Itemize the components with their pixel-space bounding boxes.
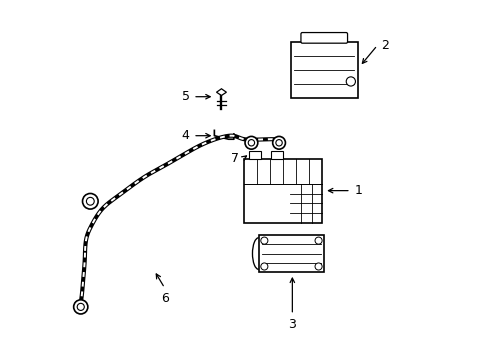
Circle shape: [82, 193, 98, 209]
Polygon shape: [216, 89, 226, 95]
Circle shape: [346, 77, 355, 86]
Bar: [248, 151, 261, 159]
Circle shape: [260, 237, 267, 244]
FancyBboxPatch shape: [300, 32, 347, 43]
Text: 2: 2: [380, 39, 388, 52]
Circle shape: [74, 300, 88, 314]
Text: 3: 3: [288, 318, 296, 331]
Text: 4: 4: [182, 129, 189, 142]
Circle shape: [272, 136, 285, 149]
Text: 5: 5: [181, 90, 189, 103]
Bar: [258, 235, 324, 272]
Bar: [290, 42, 357, 99]
Circle shape: [86, 197, 94, 205]
Circle shape: [244, 136, 257, 149]
Circle shape: [248, 140, 254, 146]
Text: 7: 7: [231, 152, 239, 165]
Text: 6: 6: [161, 292, 168, 305]
Circle shape: [275, 140, 282, 146]
Text: 1: 1: [354, 184, 362, 197]
Circle shape: [77, 303, 84, 310]
Circle shape: [314, 263, 322, 270]
Circle shape: [314, 237, 322, 244]
Bar: [244, 159, 322, 222]
Bar: [270, 151, 283, 159]
Circle shape: [260, 263, 267, 270]
